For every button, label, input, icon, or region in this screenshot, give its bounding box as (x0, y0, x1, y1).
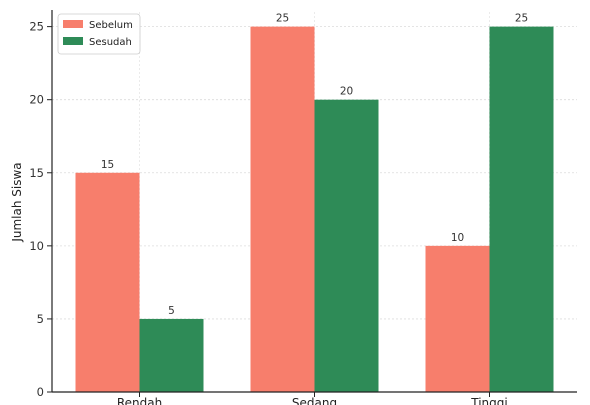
data-label: 20 (340, 86, 353, 98)
legend: Sebelum Sesudah (57, 13, 141, 55)
bar-sebelum-sedang (250, 26, 315, 392)
y-tick-label: 0 (37, 385, 44, 399)
y-tick-label: 15 (29, 166, 44, 180)
bar-sebelum-rendah (75, 172, 140, 392)
bar-sesudah-rendah (139, 318, 204, 392)
x-tick-label: Rendah (117, 396, 162, 405)
y-axis-title: Jumlah Siswa (10, 162, 24, 242)
bar-sebelum-tinggi (425, 245, 490, 392)
data-label: 25 (276, 13, 289, 25)
data-label: 25 (515, 13, 528, 25)
y-tick-label: 25 (29, 20, 44, 34)
legend-swatch-sesudah (63, 37, 83, 45)
legend-label-sesudah: Sesudah (89, 37, 132, 48)
data-labels: 15 25 10 5 20 25 (101, 13, 528, 317)
data-label: 15 (101, 159, 114, 171)
y-tick-label: 20 (29, 93, 44, 107)
data-label: 5 (168, 305, 175, 317)
y-tick-label: 5 (37, 312, 44, 326)
bars (75, 26, 554, 392)
x-tick-label: Sedang (292, 396, 337, 405)
legend-label-sebelum: Sebelum (89, 20, 133, 31)
bar-sesudah-sedang (314, 99, 379, 392)
y-axis-ticks: 0 5 10 15 20 25 (29, 20, 52, 399)
data-label: 10 (451, 232, 464, 244)
bar-sesudah-tinggi (489, 26, 554, 392)
x-tick-label: Tinggi (470, 396, 507, 405)
legend-swatch-sebelum (63, 20, 83, 28)
x-axis-ticks: Rendah Sedang Tinggi (117, 392, 508, 405)
y-tick-label: 10 (29, 239, 44, 253)
